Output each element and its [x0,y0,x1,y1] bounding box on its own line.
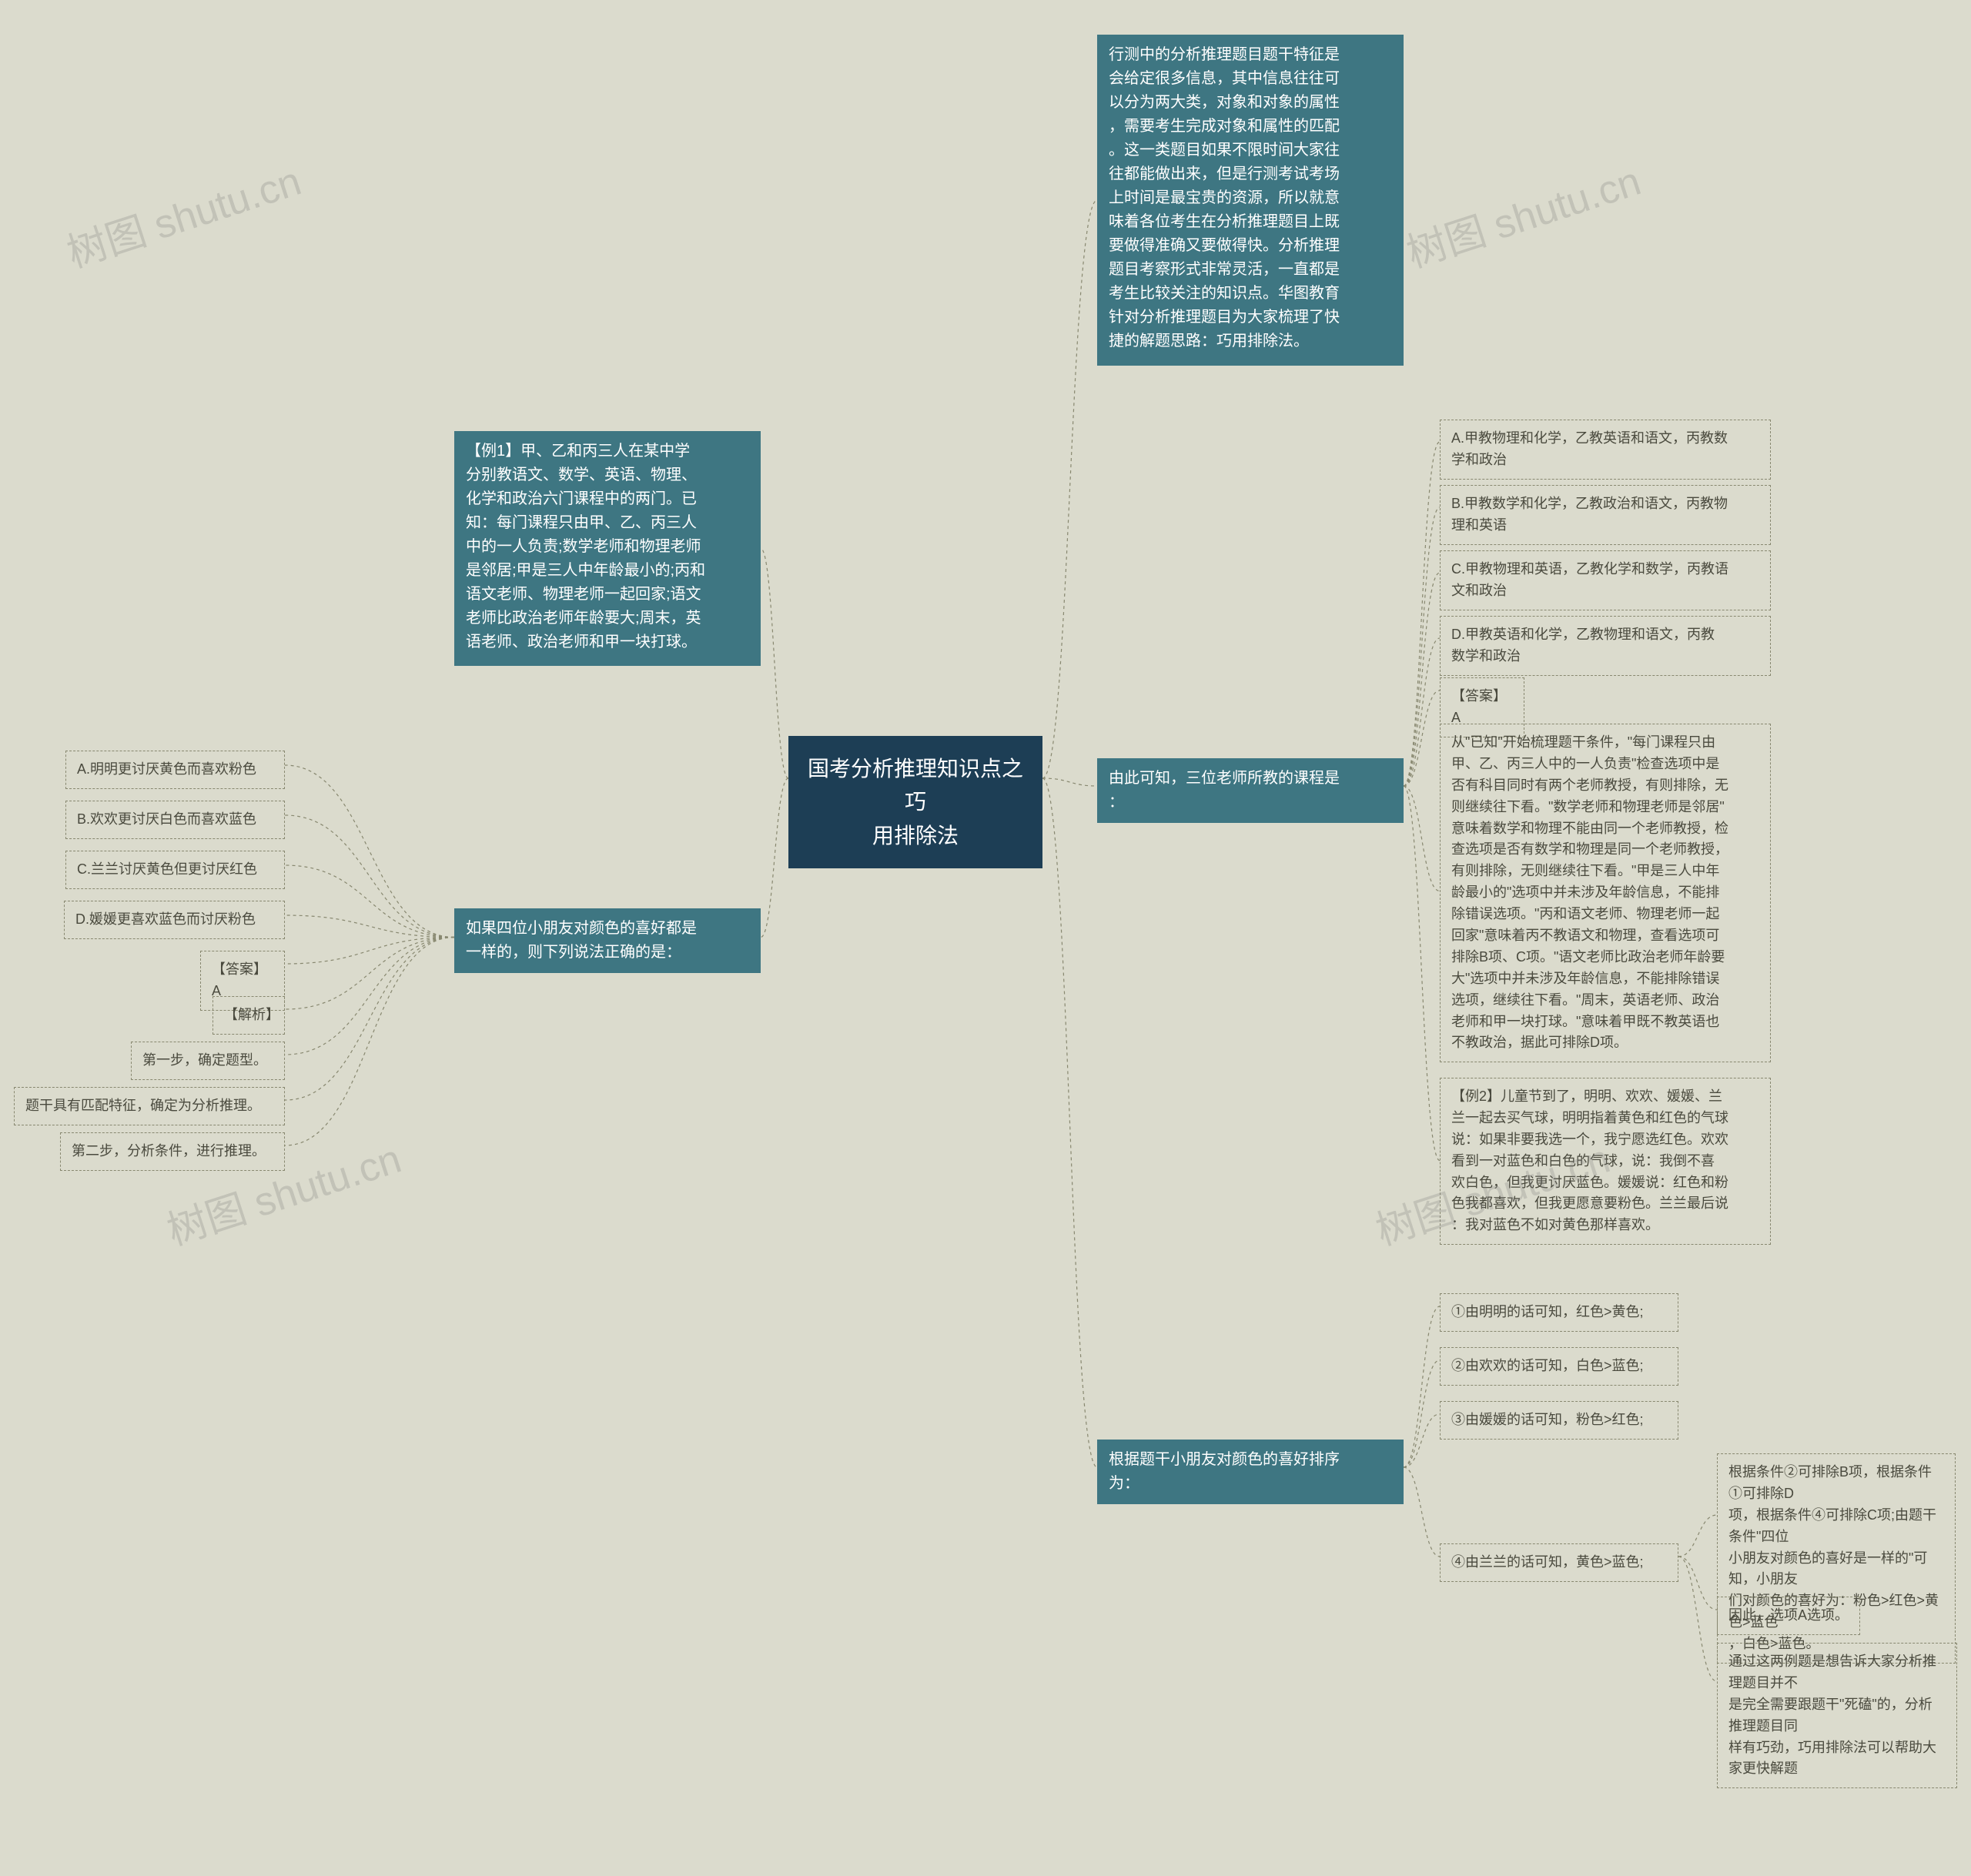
branch-node-rb2: 由此可知，三位老师所教的课程是 ： [1097,758,1404,823]
leaf-node-r3-2: ②由欢欢的话可知，白色>蓝色; [1440,1347,1678,1386]
leaf-node-l-a: A.明明更讨厌黄色而喜欢粉色 [65,751,285,789]
leaf-node-l-d: D.媛媛更喜欢蓝色而讨厌粉色 [64,901,285,939]
branch-node-lb2: 如果四位小朋友对颜色的喜好都是 一样的，则下列说法正确的是： [454,908,761,973]
leaf-node-r3-4c: 通过这两例题是想告诉大家分析推理题目并不 是完全需要跟题干"死磕"的，分析推理题… [1717,1643,1957,1788]
leaf-node-l-step1b: 题干具有匹配特征，确定为分析推理。 [14,1087,285,1125]
leaf-node-r2-ex2: 【例2】儿童节到了，明明、欢欢、媛媛、兰 兰一起去买气球，明明指着黄色和红色的气… [1440,1078,1771,1245]
leaf-node-r2-d: D.甲教英语和化学，乙教物理和语文，丙教 数学和政治 [1440,616,1771,676]
leaf-node-l-step1: 第一步，确定题型。 [131,1042,285,1080]
branch-node-rb1: 行测中的分析推理题目题干特征是 会给定很多信息，其中信息往往可 以分为两大类，对… [1097,35,1404,366]
leaf-node-r3-4: ④由兰兰的话可知，黄色>蓝色; [1440,1543,1678,1582]
leaf-node-l-step2: 第二步，分析条件，进行推理。 [60,1132,285,1171]
root-node: 国考分析推理知识点之巧 用排除法 [788,736,1042,868]
leaf-node-l-b: B.欢欢更讨厌白色而喜欢蓝色 [65,801,285,839]
leaf-node-r3-4b: 因此，选项A选项。 [1717,1597,1860,1635]
branch-node-lb1: 【例1】甲、乙和丙三人在某中学 分别教语文、数学、英语、物理、 化学和政治六门课… [454,431,761,666]
leaf-node-r3-3: ③由媛媛的话可知，粉色>红色; [1440,1401,1678,1440]
watermark: 树图 shutu.cn [1398,149,1647,279]
branch-node-rb3: 根据题干小朋友对颜色的喜好排序 为： [1097,1440,1404,1504]
leaf-node-r2-b: B.甲教数学和化学，乙教政治和语文，丙教物 理和英语 [1440,485,1771,545]
leaf-node-r2-c: C.甲教物理和英语，乙教化学和数学，丙教语 文和政治 [1440,550,1771,610]
leaf-node-r2-exp: 从"已知"开始梳理题干条件，"每门课程只由 甲、乙、丙三人中的一人负责"检查选项… [1440,724,1771,1062]
leaf-node-r2-a: A.甲教物理和化学，乙教英语和语文，丙教数 学和政治 [1440,420,1771,480]
watermark: 树图 shutu.cn [59,149,307,279]
leaf-node-l-c: C.兰兰讨厌黄色但更讨厌红色 [65,851,285,889]
leaf-node-r3-1: ①由明明的话可知，红色>黄色; [1440,1293,1678,1332]
leaf-node-l-exp: 【解析】 [212,996,285,1035]
